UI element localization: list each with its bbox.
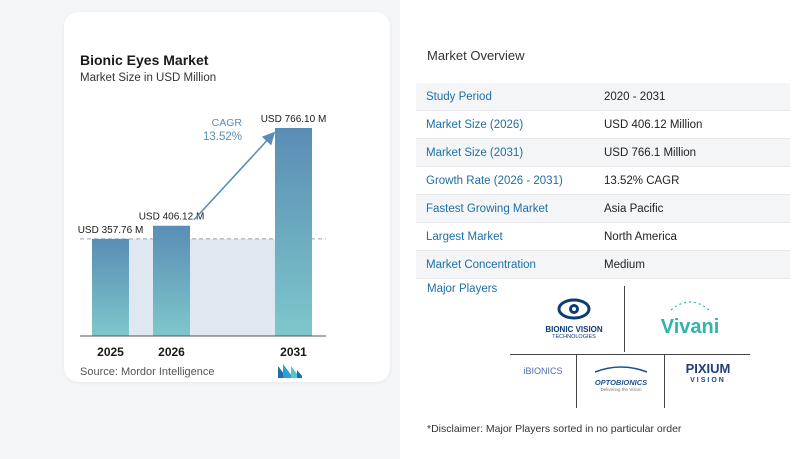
- players-grid: BIONIC VISION TECHNOLOGIES Vivani iBIONI…: [510, 286, 750, 408]
- overview-row-value: 2020 - 2031: [604, 90, 666, 103]
- market-overview-panel: Market Overview Study Period 2020 - 2031 M…: [400, 0, 800, 459]
- vivani-name: Vivani: [660, 316, 720, 338]
- overview-row: Largest Market North America: [416, 223, 790, 251]
- eye-icon: [557, 298, 591, 320]
- x-tick-label-2026: 2026: [158, 345, 185, 359]
- bar-chart: USD 357.76 M 2025 USD 406.12 M 2026 USD 766.…: [78, 114, 327, 359]
- bar-2026: [153, 225, 190, 336]
- optobionics-name: OPTOBIONICS: [594, 378, 648, 387]
- overview-row-label: Largest Market: [426, 230, 503, 243]
- data-label-2025: USD 357.76 M: [78, 225, 144, 236]
- cagr-label: CAGR: [212, 117, 243, 129]
- vivani-dots-icon: [670, 301, 710, 311]
- cagr-arrow: [193, 131, 276, 221]
- pixium-name: PIXIUM: [685, 361, 731, 376]
- grid-divider: [576, 354, 577, 408]
- pixium-logo: PIXIUM VISION: [668, 362, 748, 385]
- overview-row: Growth Rate (2026 - 2031) 13.52% CAGR: [416, 167, 790, 195]
- overview-row-value: USD 766.1 Million: [604, 146, 697, 159]
- source-text: Source: Mordor Intelligence: [80, 366, 215, 378]
- major-players-title: Major Players: [427, 283, 498, 295]
- baseline-band: [129, 238, 275, 336]
- overview-row: Market Size (2026) USD 406.12 Million: [416, 111, 790, 139]
- x-tick-label-2025: 2025: [97, 345, 124, 359]
- overview-row-value: Asia Pacific: [604, 202, 664, 215]
- vivani-logo: Vivani: [634, 298, 746, 337]
- chart-subtitle: Market Size in USD Million: [80, 72, 217, 84]
- disclaimer: *Disclaimer: Major Players sorted in no …: [427, 423, 682, 435]
- overview-row-label: Market Concentration: [426, 258, 536, 271]
- overview-row: Fastest Growing Market Asia Pacific: [416, 195, 790, 223]
- overview-row-label: Fastest Growing Market: [426, 202, 549, 215]
- overview-row: Study Period 2020 - 2031: [416, 83, 790, 111]
- overview-row-label: Study Period: [426, 90, 492, 103]
- overview-row-value: North America: [604, 230, 677, 243]
- bionic-vision-logo: BIONIC VISION TECHNOLOGIES: [532, 298, 616, 341]
- pixium-tagline: VISION: [690, 377, 726, 384]
- overview-table: Study Period 2020 - 2031 Market Size (2026…: [416, 83, 790, 279]
- overview-row: Market Concentration Medium: [416, 251, 790, 279]
- overview-row-label: Market Size (2031): [426, 146, 524, 159]
- bar-2025: [92, 238, 129, 336]
- grid-divider: [510, 354, 750, 355]
- ibionics-logo: iBIONICS: [523, 366, 563, 376]
- data-label-2026: USD 406.12 M: [139, 212, 205, 223]
- overview-row: Market Size (2031) USD 766.1 Million: [416, 139, 790, 167]
- cagr-value: 13.52%: [203, 131, 242, 143]
- grid-divider: [664, 354, 665, 408]
- overview-row-value: USD 406.12 Million: [604, 118, 703, 131]
- overview-title: Market Overview: [427, 48, 525, 63]
- data-label-2031: USD 766.10 M: [261, 114, 327, 125]
- optobionics-swoosh-icon: [594, 366, 648, 373]
- overview-row-label: Growth Rate (2026 - 2031): [426, 174, 563, 187]
- grid-divider: [624, 286, 625, 352]
- overview-row-label: Market Size (2026): [426, 118, 524, 131]
- mordor-intelligence-logo: [278, 364, 302, 378]
- bionic-vision-tagline: TECHNOLOGIES: [552, 334, 596, 340]
- optobionics-tagline: Delivering the Vision: [600, 387, 642, 392]
- bar-2031: [275, 128, 312, 336]
- bionic-vision-name: BIONIC VISION: [545, 325, 603, 334]
- optobionics-logo: OPTOBIONICS Delivering the Vision: [580, 360, 662, 393]
- x-tick-label-2031: 2031: [280, 345, 307, 359]
- chart-title: Bionic Eyes Market: [80, 52, 209, 68]
- chart-card: Bionic Eyes Market Market Size in USD Mi…: [64, 12, 390, 382]
- overview-row-value: 13.52% CAGR: [604, 174, 680, 187]
- overview-row-value: Medium: [604, 258, 645, 271]
